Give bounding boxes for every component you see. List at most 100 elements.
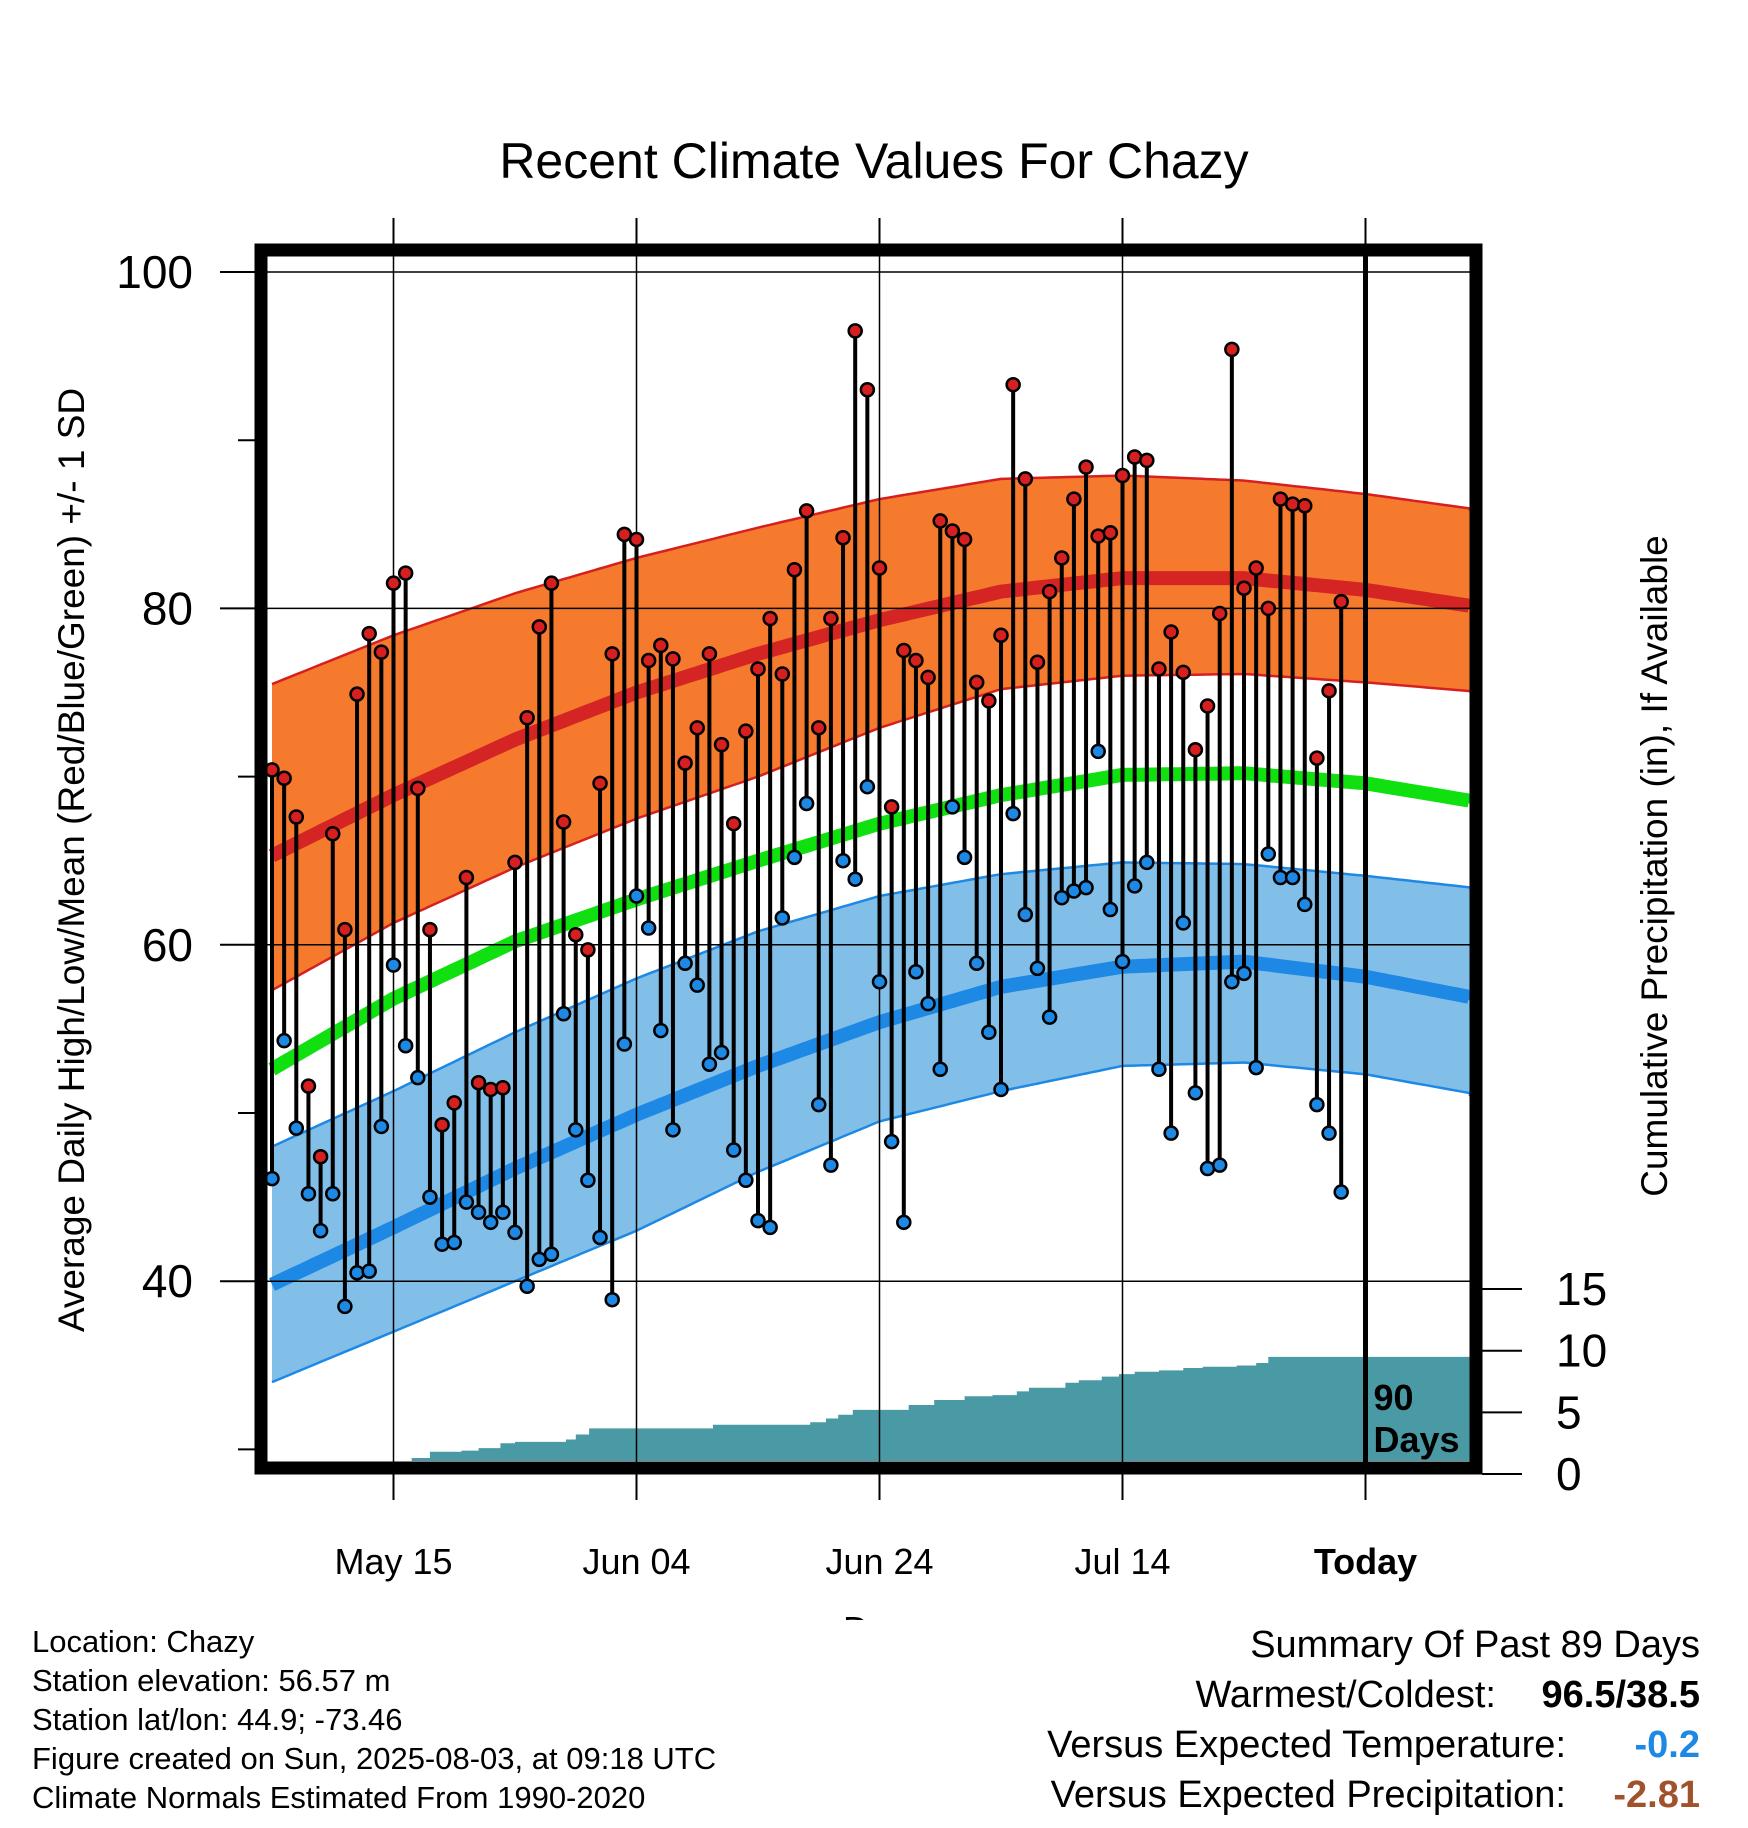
high-point: [446, 1095, 462, 1111]
high-point: [337, 921, 353, 938]
low-point: [1163, 1125, 1179, 1141]
low-point: [519, 1278, 535, 1294]
low-point: [482, 1214, 499, 1231]
low-point: [349, 1265, 365, 1281]
high-point: [1066, 491, 1082, 507]
high-point: [300, 1078, 317, 1094]
low-point: [1187, 1085, 1204, 1101]
high-point: [823, 610, 839, 627]
high-point: [1333, 593, 1349, 610]
y-tick-label: 60: [142, 919, 193, 971]
low-point: [968, 955, 985, 972]
temp-value: -0.2: [1634, 1724, 1700, 1766]
high-point: [798, 503, 815, 519]
high-point: [325, 826, 341, 842]
high-point: [1248, 560, 1264, 576]
high-point: [312, 1148, 329, 1165]
high-point: [665, 651, 681, 667]
low-point: [361, 1263, 377, 1279]
low-point: [300, 1185, 317, 1202]
high-point: [470, 1074, 487, 1091]
high-point: [908, 652, 924, 669]
high-point: [932, 513, 948, 529]
high-point: [1309, 750, 1325, 766]
warm-cold-value: 96.5/38.5: [1541, 1674, 1700, 1716]
high-point: [276, 770, 292, 787]
y-tick-label: 40: [142, 1255, 193, 1307]
daily-points: [264, 323, 1349, 1315]
low-point: [397, 1037, 414, 1054]
high-point: [859, 381, 876, 398]
high-point: [738, 723, 754, 739]
high-point: [701, 646, 718, 662]
high-point: [543, 575, 560, 591]
low-point: [592, 1229, 608, 1246]
high-point: [385, 575, 402, 591]
high-point: [847, 323, 863, 339]
high-point: [1175, 664, 1191, 681]
low-sd-band: [272, 862, 1470, 1383]
high-point: [1260, 600, 1277, 617]
high-point: [981, 693, 997, 709]
high-point: [993, 627, 1009, 644]
high-sd-band: [272, 475, 1470, 991]
high-point: [592, 775, 608, 792]
low-point: [1284, 869, 1301, 886]
normals-note-text: Climate Normals Estimated From 1990-2020: [32, 1780, 646, 1815]
x-tick-label: Jun 24: [825, 1541, 933, 1582]
low-point: [811, 1096, 827, 1113]
precipitation-area: [411, 1356, 1470, 1461]
low-point: [665, 1122, 681, 1138]
precip-row: Versus Expected Precipitation: -2.81: [1047, 1770, 1700, 1820]
high-point: [956, 531, 973, 548]
low-point: [920, 995, 936, 1012]
low-point: [956, 849, 973, 866]
low-point: [1017, 906, 1034, 923]
low-point: [604, 1291, 620, 1308]
high-point: [1114, 467, 1131, 484]
low-point: [446, 1234, 462, 1251]
low-point: [750, 1212, 766, 1229]
high-point: [1102, 524, 1119, 541]
high-point: [1041, 583, 1058, 600]
high-point: [640, 652, 657, 669]
low-point: [470, 1204, 487, 1220]
low-point: [337, 1298, 353, 1315]
low-point: [276, 1032, 292, 1049]
high-point: [677, 755, 693, 771]
high-point: [1321, 683, 1337, 699]
elevation-text: Station elevation: 56.57 m: [32, 1663, 391, 1698]
high-point: [835, 530, 851, 546]
high-point: [410, 780, 426, 797]
high-point: [1029, 654, 1046, 670]
low-point: [847, 871, 863, 887]
warm-cold-label: Warmest/Coldest:: [1195, 1674, 1496, 1716]
low-point: [786, 849, 803, 866]
low-point: [1005, 805, 1021, 822]
chart-title: Recent Climate Values For Chazy: [499, 133, 1249, 189]
low-point: [701, 1056, 718, 1072]
x-tick-label: Today: [1314, 1541, 1417, 1582]
precip-value: -2.81: [1613, 1774, 1700, 1816]
low-point: [1041, 1009, 1058, 1025]
high-point: [568, 926, 584, 943]
high-point: [944, 523, 961, 539]
high-point: [1017, 471, 1034, 487]
y-tick-label: 80: [142, 582, 193, 634]
high-point: [397, 565, 414, 581]
low-point: [1139, 854, 1155, 871]
low-point: [1309, 1096, 1325, 1113]
high-point: [288, 809, 305, 825]
plot-border: [254, 243, 1483, 1475]
low-point: [835, 852, 851, 869]
low-point: [689, 977, 705, 993]
y2-tick-label: 5: [1556, 1386, 1582, 1438]
high-point: [604, 646, 620, 662]
low-point: [385, 957, 402, 973]
temp-row: Versus Expected Temperature: -0.2: [1047, 1720, 1700, 1770]
low-point: [507, 1224, 523, 1241]
high-point: [458, 869, 475, 886]
high-point: [1284, 496, 1301, 512]
low-point: [738, 1172, 754, 1189]
